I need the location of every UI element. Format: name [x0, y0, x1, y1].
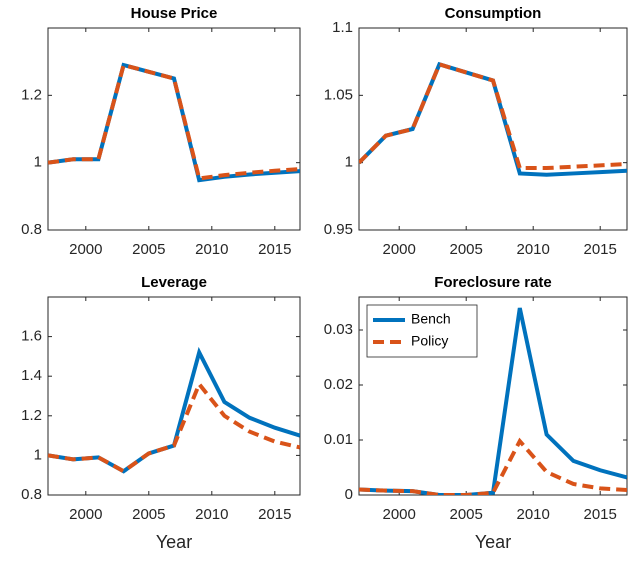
panel: Consumption 0.95 1 1.05 1.1 2000 2005 2010 2015 [324, 5, 628, 258]
y-tick-label: 1.1 [332, 19, 353, 36]
x-tick-label: 2010 [517, 506, 550, 523]
x-tick-label: 2010 [195, 506, 228, 523]
x-tick-label: 2005 [132, 241, 165, 258]
legend-box [366, 304, 478, 358]
plot-area [358, 27, 628, 231]
y-tick-label: 1.2 [21, 86, 42, 103]
series-line [359, 61, 627, 171]
y-tick-label: 1.2 [21, 407, 42, 424]
panel: Foreclosure rate 0 0.01 0.02 0.03 2000 2005 201… [324, 274, 628, 552]
series-line [359, 437, 627, 495]
y-tick-label: 1 [345, 154, 353, 171]
x-tick-label: 2010 [195, 241, 228, 258]
y-tick-label: 0.95 [324, 221, 353, 238]
chart-title: House Price [131, 5, 218, 22]
y-tick-label: 1.4 [21, 367, 42, 384]
x-tick-label: 2000 [69, 506, 102, 523]
series-line [48, 62, 300, 181]
y-tick-label: 1.6 [21, 328, 42, 345]
x-axis-label: Year [156, 532, 192, 552]
panel: House Price 0.8 1 1.2 2000 2005 2010 2015 [21, 5, 301, 258]
x-tick-label: 2005 [450, 506, 483, 523]
x-tick-label: 2015 [258, 506, 291, 523]
y-tick-label: 0.01 [324, 431, 353, 448]
y-tick-label: 1.05 [324, 86, 353, 103]
x-axis-label: Year [475, 532, 511, 552]
chart-title: Leverage [141, 274, 207, 291]
x-tick-label: 2000 [383, 241, 416, 258]
x-tick-label: 2015 [258, 241, 291, 258]
x-tick-label: 2005 [132, 506, 165, 523]
legend-label: Policy [411, 333, 448, 349]
y-tick-label: 1 [34, 154, 42, 171]
y-tick-label: 0.02 [324, 376, 353, 393]
x-tick-label: 2000 [383, 506, 416, 523]
y-tick-label: 0.03 [324, 321, 353, 338]
y-tick-label: 0.8 [21, 221, 42, 238]
panel: Leverage 0.8 1 1.2 1.4 1.6 2000 2005 2010 2015 Yea… [21, 274, 301, 552]
series-line [48, 380, 300, 474]
x-tick-label: 2015 [584, 241, 617, 258]
x-tick-label: 2000 [69, 241, 102, 258]
plot-area [47, 27, 301, 231]
plot-area [47, 296, 301, 496]
y-tick-label: 0.8 [21, 486, 42, 503]
x-tick-label: 2005 [450, 241, 483, 258]
y-tick-label: 0 [345, 486, 353, 503]
chart-title: Foreclosure rate [434, 274, 552, 291]
y-tick-label: 1 [34, 446, 42, 463]
x-tick-label: 2010 [517, 241, 550, 258]
x-tick-label: 2015 [584, 506, 617, 523]
legend-label: Bench [411, 311, 451, 327]
chart-title: Consumption [445, 5, 542, 22]
